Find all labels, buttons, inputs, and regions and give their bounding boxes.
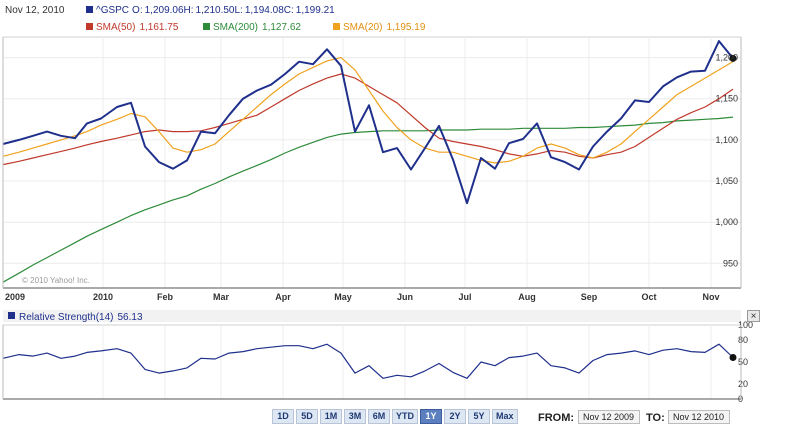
- open-label: O:: [132, 5, 143, 16]
- series-line-relative-strength: [2, 343, 734, 379]
- rsi-plot: 1008050200: [2, 320, 753, 404]
- high-value: 1,210.50: [196, 5, 235, 16]
- sma20-legend-swatch: [333, 23, 340, 30]
- y-tick-label: 1,150: [715, 94, 738, 104]
- y-tick-label: 1,000: [715, 217, 738, 227]
- copyright: © 2010 Yahoo! Inc.: [22, 276, 90, 285]
- range-button-1m[interactable]: 1M: [320, 409, 342, 424]
- to-date-input[interactable]: Nov 12 2010: [668, 410, 730, 424]
- close-label: C:: [284, 5, 294, 16]
- y-tick-label: 1,200: [715, 53, 738, 63]
- range-button-2y[interactable]: 2Y: [444, 409, 466, 424]
- series-line-sma-50: [2, 73, 734, 166]
- quote-date: Nov 12, 2010: [5, 5, 65, 16]
- range-button-3m[interactable]: 3M: [344, 409, 366, 424]
- range-button-5d[interactable]: 5D: [296, 409, 318, 424]
- close-value: 1,199.21: [296, 5, 335, 16]
- last-price-marker: [729, 54, 737, 62]
- range-button-1y[interactable]: 1Y: [420, 409, 442, 424]
- rsi-last-marker: [729, 354, 737, 361]
- x-tick-label: Nov: [702, 292, 719, 302]
- x-tick-label: Aug: [518, 292, 536, 302]
- x-tick-label: Mar: [213, 292, 230, 302]
- from-date-input[interactable]: Nov 12 2009: [578, 410, 640, 424]
- range-buttons: 1D 5D 1M 3M 6M YTD 1Y 2Y 5Y Max: [272, 409, 518, 424]
- x-tick-label: Sep: [581, 292, 598, 302]
- x-tick-label: May: [334, 292, 352, 302]
- rsi-y-tick-label: 100: [738, 320, 753, 330]
- price-legend: ^GSPC O: 1,209.06H: 1,210.50L: 1,194.08C: 1,1…: [96, 5, 335, 16]
- symbol: ^GSPC: [96, 5, 129, 16]
- price-legend-swatch: [86, 6, 93, 13]
- range-button-max[interactable]: Max: [492, 409, 518, 424]
- range-button-ytd[interactable]: YTD: [392, 409, 418, 424]
- sma20-legend: SMA(20) 1,195.19: [343, 22, 426, 33]
- x-tick-label: 2010: [93, 292, 113, 302]
- sma200-legend: SMA(200) 1,127.62: [213, 22, 301, 33]
- sma50-legend: SMA(50) 1,161.75: [96, 22, 179, 33]
- x-tick-label: Jun: [397, 292, 413, 302]
- series-line-sma-20: [2, 56, 734, 164]
- from-label: FROM:: [538, 412, 575, 424]
- rsi-header-bg: [3, 310, 741, 322]
- range-button-6m[interactable]: 6M: [368, 409, 390, 424]
- rsi-legend: Relative Strength(14) 56.13: [19, 312, 143, 323]
- rsi-y-tick-label: 50: [738, 357, 748, 367]
- y-tick-label: 950: [723, 258, 738, 268]
- x-tick-label: 2009: [5, 292, 25, 302]
- sma200-legend-swatch: [203, 23, 210, 30]
- close-indicator-button[interactable]: ×: [747, 310, 760, 322]
- open-value: 1,209.06: [145, 5, 184, 16]
- main-plot: 1,200 1,150 1,100 1,050 1,000 950 © 2010 Yaho…: [2, 36, 742, 289]
- y-tick-label: 1,050: [715, 176, 738, 186]
- y-tick-label: 1,100: [715, 135, 738, 145]
- x-tick-label: Feb: [157, 292, 174, 302]
- rsi-y-tick-label: 20: [738, 379, 748, 389]
- low-value: 1,194.08: [245, 5, 284, 16]
- x-tick-label: Jul: [458, 292, 471, 302]
- to-label: TO:: [646, 412, 665, 424]
- x-axis: 2009 2010 Feb Mar Apr May Jun Jul Aug Sep Oct Nov: [5, 292, 720, 302]
- low-label: L:: [234, 5, 242, 16]
- sma50-legend-swatch: [86, 23, 93, 30]
- rsi-y-tick-label: 80: [738, 335, 748, 345]
- series-line-gspc: [2, 40, 734, 205]
- high-label: H:: [184, 5, 194, 16]
- range-button-5y[interactable]: 5Y: [468, 409, 490, 424]
- range-button-1d[interactable]: 1D: [272, 409, 294, 424]
- x-tick-label: Apr: [275, 292, 291, 302]
- rsi-legend-swatch: [8, 312, 15, 319]
- x-tick-label: Oct: [641, 292, 656, 302]
